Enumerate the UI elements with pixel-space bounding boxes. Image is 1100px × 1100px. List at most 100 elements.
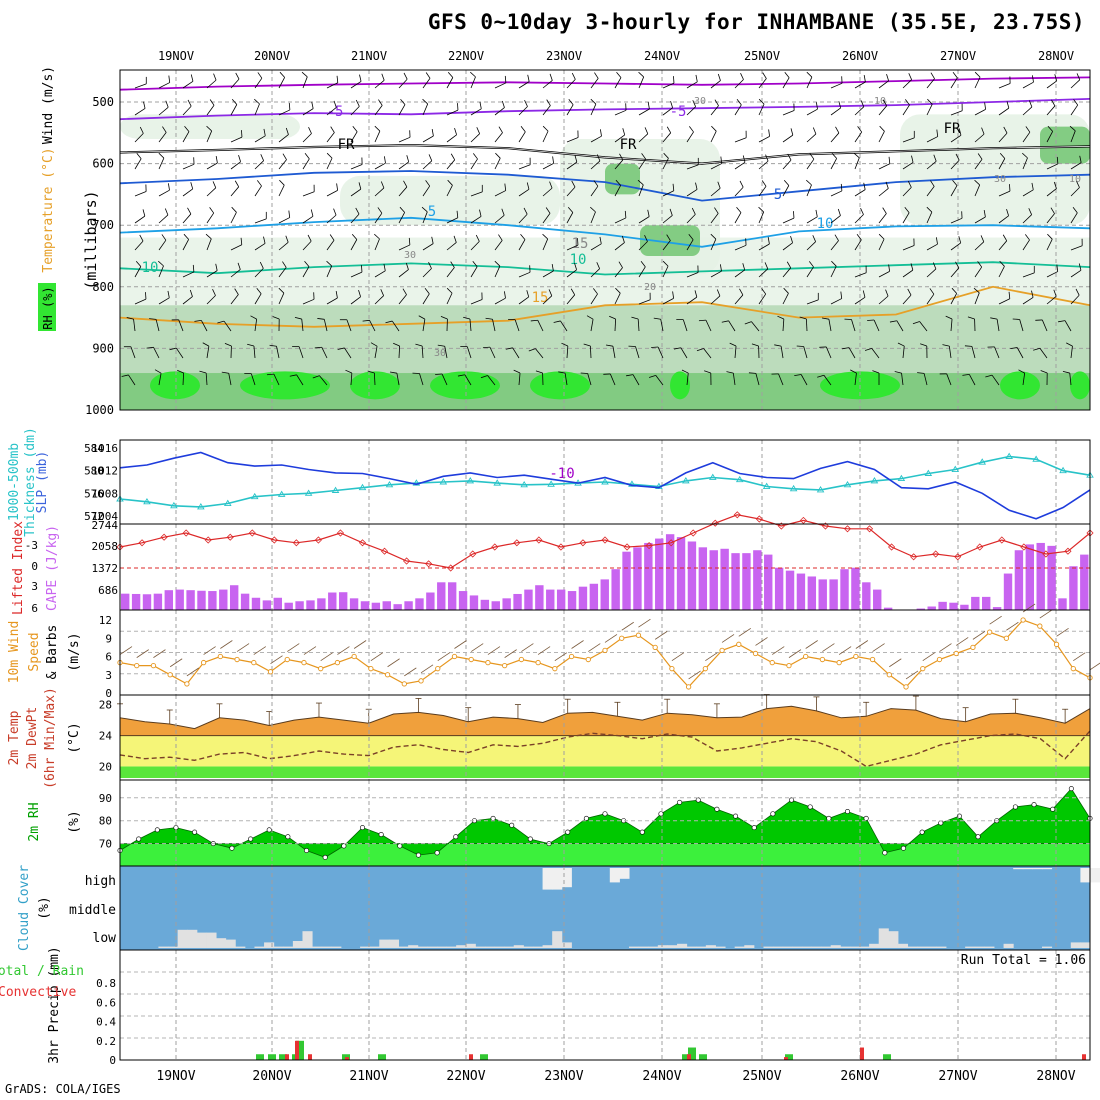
low-cloud-bar	[878, 928, 889, 948]
low-cloud-bar	[1041, 946, 1053, 948]
wind-barb	[782, 242, 793, 251]
rh-marker	[453, 834, 459, 840]
surface-wind-barb	[772, 646, 785, 655]
wind-barb	[686, 164, 699, 170]
wind-barb	[374, 105, 383, 116]
credit-text: GrADS: COLA/IGES	[5, 1082, 121, 1096]
wind-barb-flag	[288, 102, 291, 110]
wind-barb-flag	[974, 71, 981, 78]
wind-barb-flag	[694, 290, 698, 298]
contour-label: FR	[338, 137, 355, 153]
temp-axis-title-1: 2m Temp	[7, 710, 22, 765]
wind-barb-flag	[136, 153, 142, 159]
wind-barb-flag	[269, 344, 277, 347]
wind-barb-flag	[285, 235, 289, 243]
surface-wind-barb	[805, 640, 818, 649]
wind-barb	[710, 131, 717, 143]
bottom-day-label: 21NOV	[349, 1069, 388, 1084]
wind-barb-flag	[135, 260, 142, 267]
slp-tick-label: 1004	[92, 510, 119, 523]
wind-barb-flag	[333, 208, 337, 216]
wind-barb	[902, 269, 914, 278]
thickness-marker	[682, 476, 690, 484]
wind-barb-flag	[744, 321, 752, 325]
wind-barb-flag	[574, 155, 578, 163]
cape-bar	[927, 606, 936, 610]
surface-wind-barb	[470, 643, 484, 652]
wind-barb-flag	[501, 208, 505, 216]
surface-wind-barb	[755, 637, 768, 646]
precip-frame	[119, 949, 1091, 1061]
cape-bar	[197, 590, 206, 610]
wind-barb	[1046, 239, 1053, 251]
wind-barb-flag	[456, 210, 459, 218]
low-cloud-bar	[936, 946, 947, 948]
rh-marker	[565, 829, 571, 835]
wind-barb	[206, 187, 217, 197]
wind-barb	[494, 132, 503, 143]
wind-barb-flag	[962, 374, 970, 376]
low-cloud-bar	[849, 946, 861, 948]
wind-barb-flag	[1032, 75, 1034, 83]
wind-barb	[182, 372, 185, 386]
cape-bar	[349, 598, 359, 610]
rh-patch	[120, 114, 300, 139]
wind-barb	[655, 375, 664, 386]
li-marker	[226, 533, 234, 541]
li-marker	[579, 539, 587, 547]
wind-barb	[974, 159, 983, 170]
wind-barb-flag	[336, 183, 338, 191]
wind-barb	[614, 109, 627, 116]
wind-speed-marker	[568, 653, 575, 660]
wind-barb-flag	[784, 72, 790, 78]
wind-barb-flag	[1078, 263, 1082, 271]
li-marker	[601, 536, 609, 544]
wind-barb	[374, 346, 378, 359]
wind-barb	[470, 76, 476, 89]
wind-barb-flag	[278, 287, 285, 294]
surface-wind-barb	[253, 646, 267, 655]
wind-speed-marker	[552, 666, 558, 672]
wind-axis-title-1: 10m Wind	[7, 621, 22, 684]
wind-barb-flag	[250, 315, 257, 320]
surface-wind-barb	[905, 670, 919, 680]
wind-barb	[830, 132, 840, 143]
wind-speed-marker	[752, 650, 759, 657]
wind-barb-flag	[936, 237, 938, 245]
wind-barb-flag	[479, 101, 482, 109]
wind-barb	[590, 185, 599, 197]
wind-barb	[854, 373, 857, 386]
top-day-label: 19NOV	[158, 49, 194, 63]
wind-speed-marker	[652, 644, 658, 651]
cape-bar	[131, 593, 141, 610]
low-cloud-bar	[859, 946, 870, 948]
wind-barb	[422, 78, 431, 89]
wind-barb	[998, 107, 1010, 116]
wind-barb-flag	[520, 233, 526, 240]
wind-barb-flag	[596, 154, 601, 162]
surface-wind-barb	[119, 646, 133, 655]
wind-barb	[878, 163, 890, 170]
surface-wind-barb	[671, 652, 685, 661]
wind-barb-flag	[648, 375, 656, 378]
wind-barb-flag	[304, 260, 310, 267]
low-cloud-bar	[907, 946, 918, 948]
surface-wind-barb	[889, 658, 902, 668]
surface-wind-barb	[1039, 609, 1053, 619]
surface-wind-barb	[220, 640, 233, 649]
wind-barb	[206, 238, 212, 251]
cape-bar	[142, 594, 152, 610]
wind-barb	[273, 373, 280, 386]
wind-barb	[374, 187, 385, 197]
wind-barb-flag	[736, 99, 742, 106]
wind-barb-flag	[930, 72, 935, 79]
wind-barb	[518, 213, 528, 224]
wind-barb-flag	[1079, 155, 1082, 163]
wind-barb	[230, 186, 240, 197]
wind-barb	[494, 265, 501, 278]
wind-tick-label: 12	[99, 614, 112, 627]
wind-speed-marker	[468, 656, 474, 663]
wind-barb-flag	[885, 289, 889, 297]
wind-barb	[614, 242, 625, 251]
